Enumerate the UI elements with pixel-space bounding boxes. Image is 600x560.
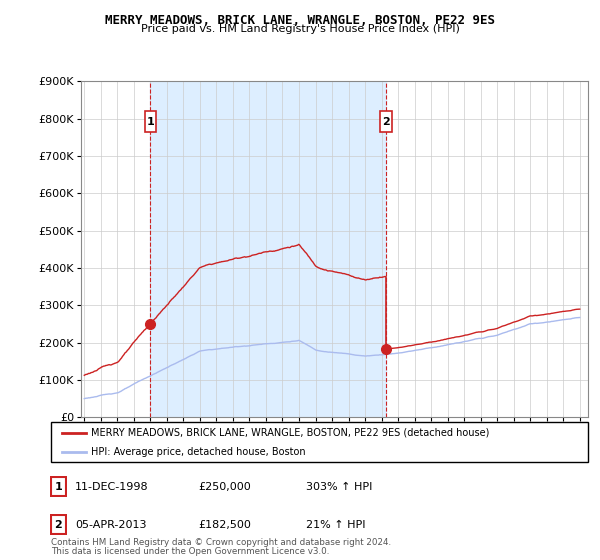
Text: 05-APR-2013: 05-APR-2013 bbox=[75, 520, 146, 530]
FancyBboxPatch shape bbox=[50, 477, 66, 496]
FancyBboxPatch shape bbox=[50, 515, 66, 534]
Text: 2: 2 bbox=[55, 520, 62, 530]
Text: MERRY MEADOWS, BRICK LANE, WRANGLE, BOSTON, PE22 9ES (detached house): MERRY MEADOWS, BRICK LANE, WRANGLE, BOST… bbox=[91, 428, 490, 438]
Text: 1: 1 bbox=[55, 482, 62, 492]
Text: HPI: Average price, detached house, Boston: HPI: Average price, detached house, Bost… bbox=[91, 447, 306, 457]
FancyBboxPatch shape bbox=[145, 111, 156, 132]
Text: £182,500: £182,500 bbox=[198, 520, 251, 530]
FancyBboxPatch shape bbox=[380, 111, 392, 132]
Text: 1: 1 bbox=[146, 116, 154, 127]
Text: 11-DEC-1998: 11-DEC-1998 bbox=[75, 482, 149, 492]
Text: £250,000: £250,000 bbox=[198, 482, 251, 492]
Bar bbox=[151, 81, 386, 417]
Text: 2: 2 bbox=[382, 116, 390, 127]
Text: Contains HM Land Registry data © Crown copyright and database right 2024.: Contains HM Land Registry data © Crown c… bbox=[51, 539, 391, 548]
Text: MERRY MEADOWS, BRICK LANE, WRANGLE, BOSTON, PE22 9ES: MERRY MEADOWS, BRICK LANE, WRANGLE, BOST… bbox=[105, 14, 495, 27]
Text: Price paid vs. HM Land Registry's House Price Index (HPI): Price paid vs. HM Land Registry's House … bbox=[140, 24, 460, 34]
FancyBboxPatch shape bbox=[51, 422, 588, 462]
Text: 21% ↑ HPI: 21% ↑ HPI bbox=[306, 520, 365, 530]
Text: This data is licensed under the Open Government Licence v3.0.: This data is licensed under the Open Gov… bbox=[51, 548, 329, 557]
Text: 303% ↑ HPI: 303% ↑ HPI bbox=[306, 482, 373, 492]
